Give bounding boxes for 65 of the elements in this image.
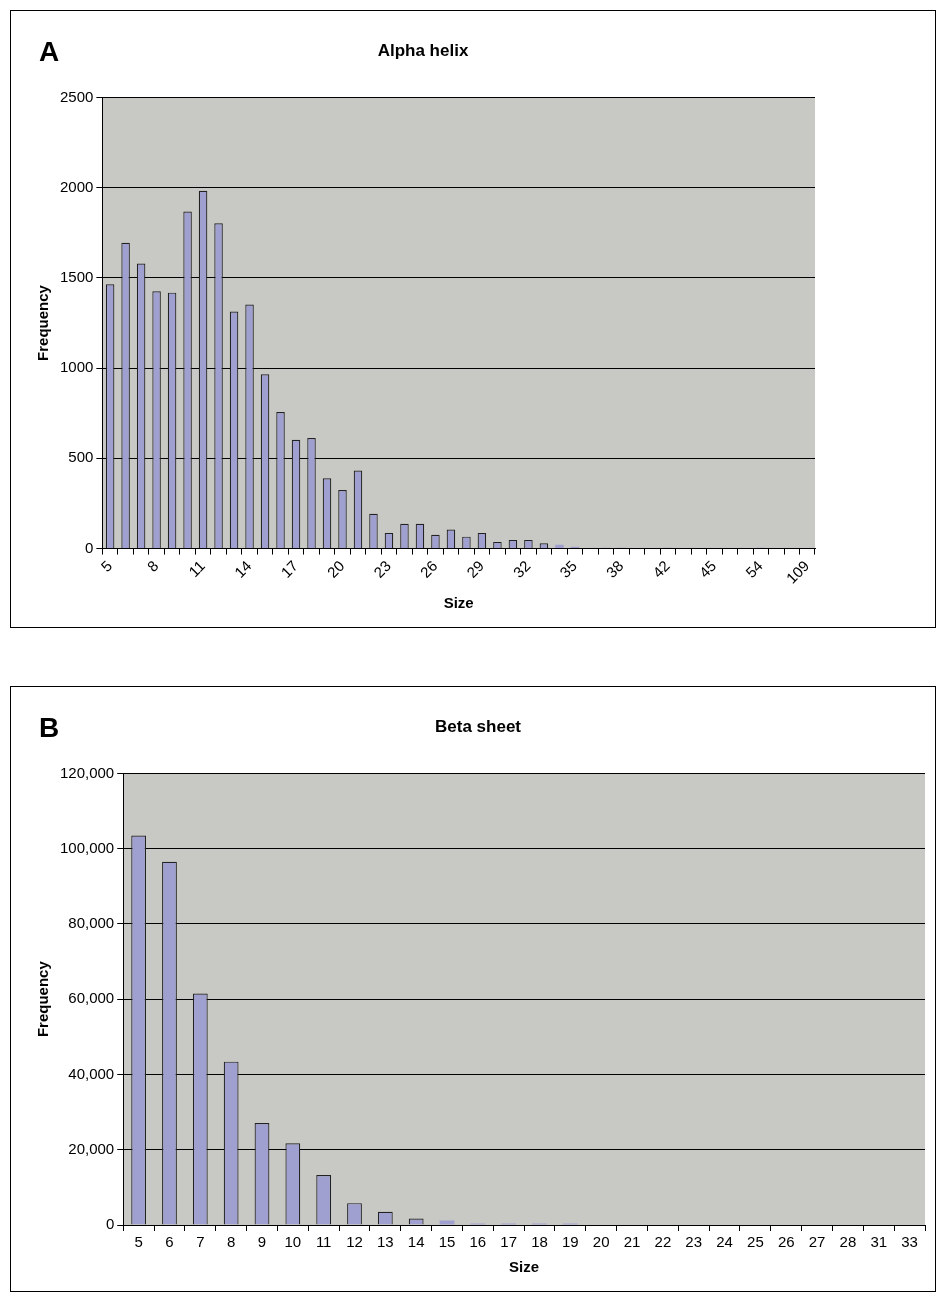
- x-tick-label: 28: [839, 1233, 857, 1251]
- chart-title: Beta sheet: [435, 716, 522, 736]
- text: A: [39, 35, 60, 67]
- y-axis-title: Frequency: [34, 284, 52, 361]
- x-tick-label: 24: [716, 1233, 733, 1251]
- x-tick-label: 35: [556, 556, 580, 581]
- x-tick-label: 17: [277, 556, 302, 581]
- x-tick-label: 109: [782, 556, 813, 587]
- x-tick-label: 8: [226, 1233, 236, 1251]
- y-tick-label: 2500: [59, 87, 94, 105]
- y-tick-label: 40,000: [68, 1064, 115, 1082]
- x-tick-label: 7: [196, 1233, 205, 1251]
- x-tick-label: 5: [134, 1233, 143, 1251]
- x-tick-label: 19: [562, 1233, 579, 1251]
- y-tick-label: 60,000: [68, 989, 115, 1007]
- y-tick-label: 100,000: [59, 838, 115, 856]
- x-tick-label: 20: [323, 556, 348, 581]
- x-tick-label: 33: [901, 1233, 918, 1251]
- y-tick-label: 2000: [59, 177, 94, 195]
- y-tick-label: 80,000: [68, 914, 115, 932]
- text: B: [39, 711, 60, 743]
- x-tick-label: 23: [685, 1233, 703, 1251]
- y-tick-label: 0: [85, 538, 94, 556]
- x-tick-label: 14: [230, 556, 255, 581]
- x-tick-label: 21: [623, 1233, 641, 1251]
- x-tick-label: 11: [185, 556, 209, 580]
- x-tick-label: 15: [438, 1233, 456, 1251]
- x-tick-label: 9: [257, 1233, 267, 1251]
- x-tick-label: 5: [97, 556, 116, 575]
- x-tick-label: 12: [346, 1233, 363, 1251]
- x-tick-label: 22: [654, 1233, 672, 1251]
- x-tick-label: 8: [143, 556, 162, 575]
- x-tick-label: 16: [469, 1233, 487, 1251]
- x-tick-label: 20: [592, 1233, 610, 1251]
- y-tick-label: 0: [105, 1215, 115, 1233]
- x-tick-label: 14: [407, 1233, 425, 1251]
- x-tick-label: 38: [602, 556, 627, 581]
- y-tick-label: 500: [68, 448, 94, 466]
- x-tick-label: 6: [165, 1233, 174, 1251]
- x-axis-title: Size: [509, 1258, 540, 1276]
- x-tick-label: 42: [649, 556, 673, 581]
- x-tick-label: 45: [695, 556, 720, 581]
- y-tick-label: 1000: [59, 358, 94, 376]
- x-tick-label: 10: [284, 1233, 302, 1251]
- x-tick-label: 11: [315, 1233, 332, 1251]
- y-tick-label: 20,000: [68, 1139, 115, 1157]
- x-tick-label: 13: [377, 1233, 394, 1251]
- x-tick-label: 26: [777, 1233, 795, 1251]
- x-axis-title: Size: [443, 594, 474, 612]
- x-tick-label: 26: [416, 556, 441, 581]
- x-tick-label: 17: [500, 1233, 518, 1251]
- x-tick-label: 29: [463, 556, 487, 581]
- x-tick-label: 27: [808, 1233, 826, 1251]
- bar: [555, 544, 564, 549]
- bar: [439, 1220, 455, 1225]
- x-tick-label: 18: [531, 1233, 548, 1251]
- y-tick-label: 1500: [59, 268, 94, 286]
- x-tick-label: 31: [870, 1233, 888, 1251]
- chart-title: Alpha helix: [377, 40, 469, 60]
- y-tick-label: 120,000: [59, 763, 115, 781]
- x-tick-label: 32: [509, 556, 534, 581]
- x-tick-label: 23: [370, 556, 395, 581]
- x-tick-label: 25: [747, 1233, 764, 1251]
- x-tick-label: 54: [742, 556, 766, 581]
- y-axis-title: Frequency: [34, 960, 52, 1038]
